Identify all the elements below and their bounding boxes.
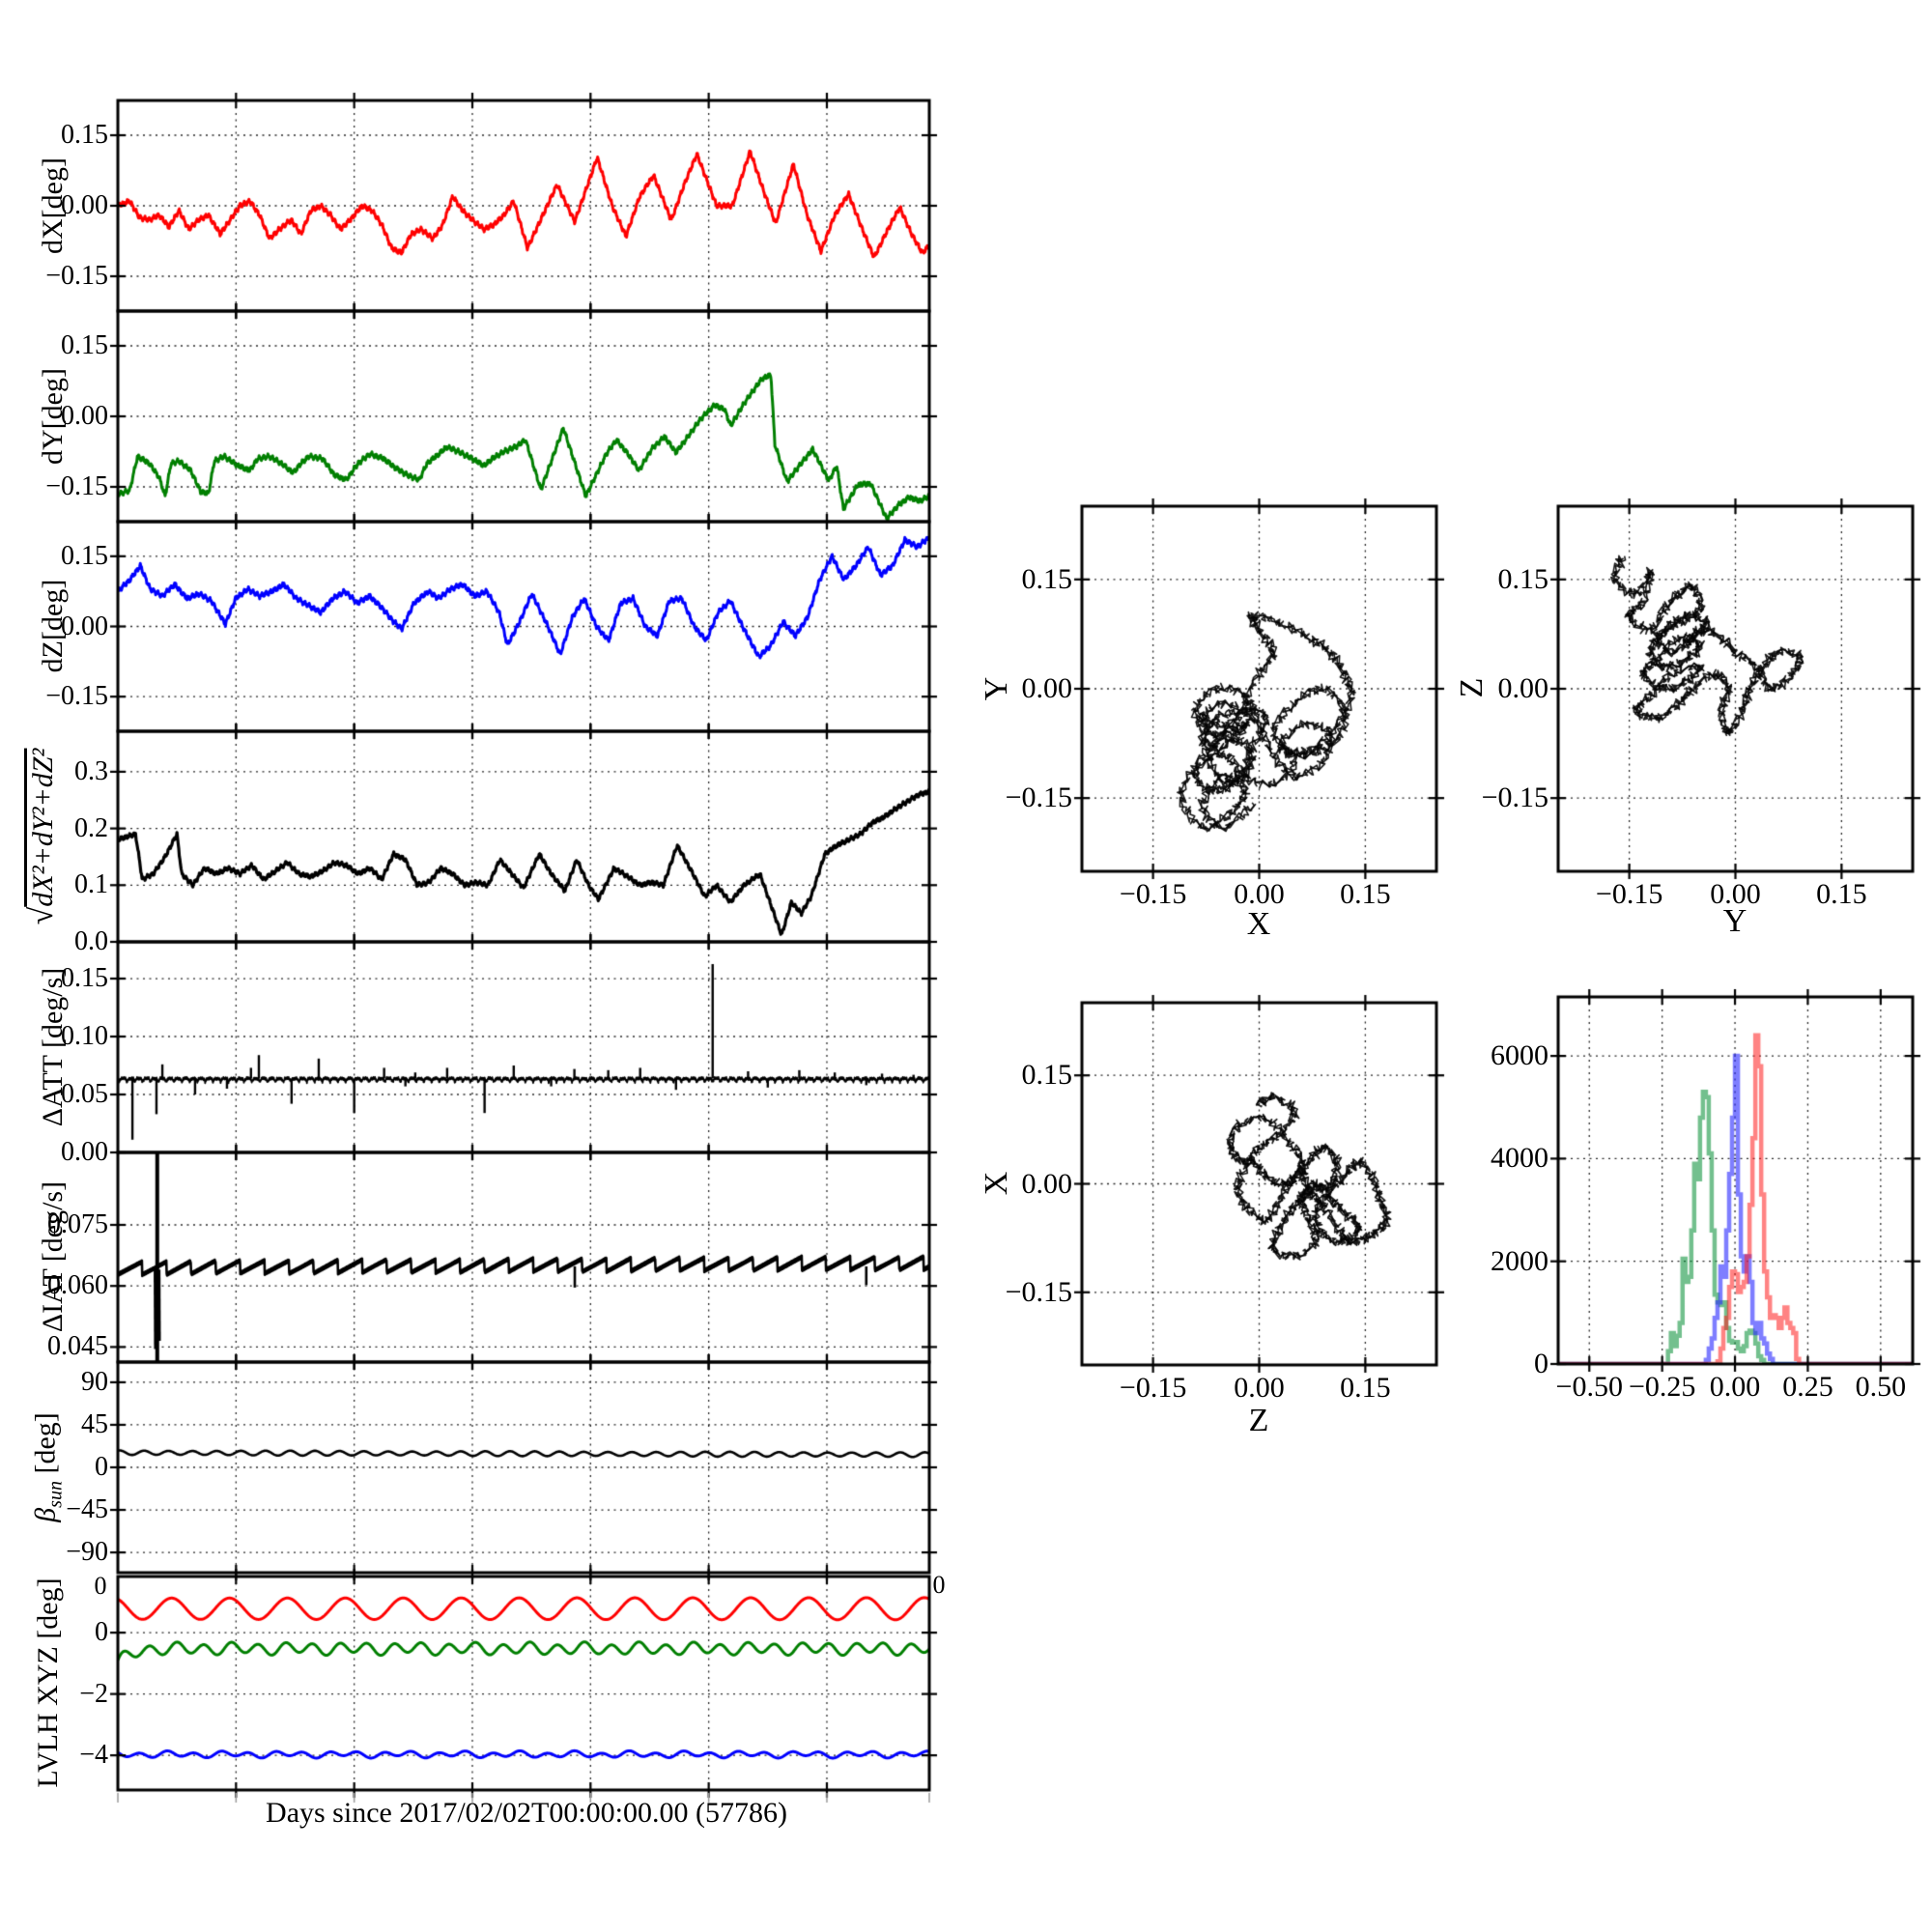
ylabel-diat: ΔIAT [deg/s] bbox=[37, 1180, 69, 1333]
ylabel-lvlh: LVLH XYZ [deg] bbox=[32, 1577, 64, 1788]
ytick-beta_sun: 90 bbox=[81, 1366, 108, 1397]
ylabel-scatter-y: Y bbox=[979, 676, 1014, 701]
xtick-scatter-2: 0.00 bbox=[1234, 1372, 1285, 1404]
ytick-dZ: −0.15 bbox=[45, 681, 108, 712]
ytick-scatter-0: 0.15 bbox=[1021, 562, 1073, 595]
xtick-histogram: −0.25 bbox=[1628, 1371, 1696, 1403]
xtick-scatter-1: 0.15 bbox=[1816, 878, 1867, 910]
ytick-dY: 0.00 bbox=[61, 401, 108, 431]
ytick-dATT: 0.00 bbox=[61, 1137, 108, 1167]
ytick-beta_sun: 0 bbox=[95, 1452, 108, 1482]
ylabel-magnitude: √dX²+dY²+dZ² bbox=[24, 748, 60, 925]
beta-unit: [deg] bbox=[29, 1412, 62, 1482]
ytick-lvlh: −4 bbox=[79, 1740, 108, 1771]
ytick-scatter-2: −0.15 bbox=[1005, 1275, 1072, 1308]
ylabel-beta-sun: βsun [deg] bbox=[29, 1412, 67, 1522]
ytick-histogram: 4000 bbox=[1491, 1142, 1548, 1175]
xtick-histogram: −0.50 bbox=[1555, 1371, 1623, 1403]
radicand: dX²+dY²+dZ² bbox=[27, 748, 59, 907]
ytick-mag: 0.2 bbox=[74, 812, 108, 843]
ytick-scatter-1: −0.15 bbox=[1481, 781, 1548, 814]
xlabel-scatter-x: X bbox=[1246, 906, 1271, 942]
ytick-scatter-0: 0.00 bbox=[1021, 672, 1073, 704]
ytick-scatter-1: 0.15 bbox=[1497, 562, 1549, 595]
xtick-histogram: 0.50 bbox=[1855, 1371, 1907, 1403]
ytick-dX: 0.15 bbox=[61, 120, 108, 150]
ytick-dY: −0.15 bbox=[45, 470, 108, 501]
ytick-lvlh: 0 bbox=[95, 1617, 108, 1648]
ytick-beta_sun: 45 bbox=[81, 1408, 108, 1439]
ytick-dATT: 0.10 bbox=[61, 1021, 108, 1052]
xtick-scatter-1: 0.00 bbox=[1710, 878, 1761, 910]
xtick-scatter-1: −0.15 bbox=[1595, 878, 1663, 910]
ylabel-scatter-z: Z bbox=[1454, 677, 1490, 698]
xtick-scatter-0: 0.00 bbox=[1234, 878, 1285, 910]
ytick-mag: 0.3 bbox=[74, 755, 108, 786]
ylabel-scatter-x: X bbox=[979, 1171, 1014, 1196]
ytick-histogram: 6000 bbox=[1491, 1039, 1548, 1072]
xlabel-scatter-y: Y bbox=[1722, 903, 1747, 939]
ytick-histogram: 0 bbox=[1534, 1348, 1548, 1379]
xtick-histogram: 0.25 bbox=[1782, 1371, 1833, 1403]
ytick-dX: −0.15 bbox=[45, 260, 108, 291]
ytick-dY: 0.15 bbox=[61, 330, 108, 360]
beta-subscript: sun bbox=[44, 1481, 67, 1508]
x-axis-label: Days since 2017/02/02T00:00:00.00 (57786… bbox=[266, 1797, 787, 1829]
ytick-beta_sun: −90 bbox=[66, 1537, 108, 1568]
ytick-dX: 0.00 bbox=[61, 190, 108, 220]
ytick-scatter-0: −0.15 bbox=[1005, 781, 1072, 814]
ytick-dATT: 0.05 bbox=[61, 1079, 108, 1109]
xtick-scatter-2: −0.15 bbox=[1119, 1372, 1187, 1404]
xlabel-scatter-z: Z bbox=[1248, 1403, 1269, 1438]
ytick-lvlh: −2 bbox=[79, 1678, 108, 1709]
ytick-mag: 0.1 bbox=[74, 869, 108, 900]
ytick-mag: 0.0 bbox=[74, 926, 108, 956]
beta-symbol: β bbox=[29, 1507, 62, 1522]
ytick-dIAT: 0.060 bbox=[47, 1270, 108, 1301]
xtick-histogram: 0.00 bbox=[1709, 1371, 1761, 1403]
xtick-scatter-0: 0.15 bbox=[1340, 878, 1391, 910]
ytick-scatter-2: 0.15 bbox=[1021, 1059, 1073, 1092]
ytick-beta_sun: −45 bbox=[66, 1494, 108, 1525]
ytick-dATT: 0.15 bbox=[61, 963, 108, 994]
radical-sign: √ bbox=[24, 906, 60, 925]
ytick-histogram: 2000 bbox=[1491, 1244, 1548, 1277]
ytick-scatter-1: 0.00 bbox=[1497, 672, 1549, 704]
xtick-scatter-0: −0.15 bbox=[1119, 878, 1187, 910]
stray-zero-right: 0 bbox=[932, 1571, 946, 1599]
ytick-dIAT: 0.045 bbox=[47, 1331, 108, 1362]
ytick-dZ: 0.00 bbox=[61, 611, 108, 641]
stray-zero-left: 0 bbox=[94, 1572, 107, 1600]
ytick-scatter-2: 0.00 bbox=[1021, 1167, 1073, 1200]
xtick-scatter-2: 0.15 bbox=[1340, 1372, 1391, 1404]
ytick-dZ: 0.15 bbox=[61, 540, 108, 571]
ytick-dIAT: 0.075 bbox=[47, 1209, 108, 1239]
